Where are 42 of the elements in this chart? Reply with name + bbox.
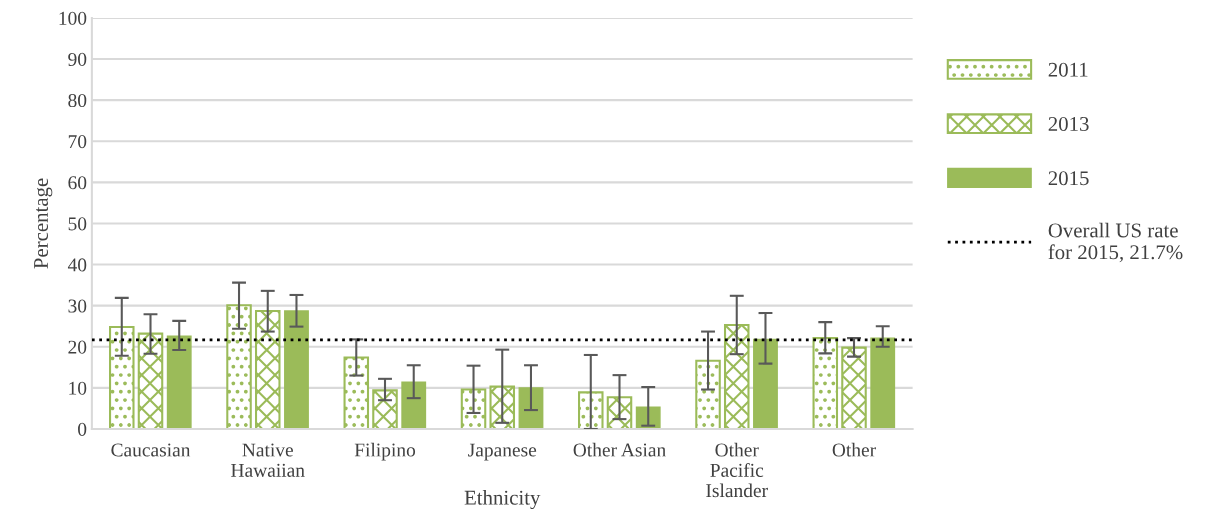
bar [372, 389, 398, 429]
bar [226, 304, 252, 429]
bar [695, 359, 721, 429]
y-tick-label: 90 [68, 52, 87, 66]
y-tick-label: 30 [68, 299, 87, 313]
y-tick-label: 20 [68, 340, 87, 354]
bar [343, 356, 370, 429]
y-tick-label: 70 [68, 135, 87, 149]
x-tick-label: Japanese [468, 443, 537, 461]
legend-label: Overall US rate for 2015, 21.7% [1048, 222, 1183, 263]
x-tick-label: Other Asian [573, 442, 666, 457]
bar [254, 309, 281, 429]
x-tick-label: Other [832, 442, 876, 457]
bar [284, 310, 309, 429]
bar [870, 337, 896, 429]
bar [518, 387, 544, 429]
legend-label: 2011 [1048, 62, 1088, 77]
bar [109, 326, 135, 429]
bar [166, 335, 192, 429]
legend-label: 2013 [1048, 116, 1089, 131]
bar [841, 346, 867, 429]
x-tick-label: Caucasian [111, 443, 191, 457]
bar [812, 337, 839, 429]
x-tick-label: Other Pacific Islander [706, 442, 768, 498]
legend-label: 2015 [1048, 171, 1089, 186]
x-axis-title: Ethnicity [464, 490, 541, 510]
bar [489, 385, 516, 429]
bar [137, 332, 164, 429]
bar [578, 391, 604, 429]
y-tick-label: 60 [68, 176, 87, 190]
x-tick-label: Filipino [354, 442, 416, 461]
y-tick-label: 40 [67, 258, 87, 272]
y-tick-label: 100 [59, 11, 87, 25]
bar [723, 323, 750, 429]
y-tick-label: 50 [68, 217, 87, 231]
y-tick-label: 10 [69, 381, 87, 395]
y-tick-label: 0 [78, 422, 87, 436]
bar [401, 381, 427, 429]
y-tick-label: 80 [68, 93, 87, 108]
y-axis-title: Percentage [34, 178, 53, 269]
x-tick-label: Native Hawaiian [231, 443, 305, 477]
bar [753, 338, 778, 429]
